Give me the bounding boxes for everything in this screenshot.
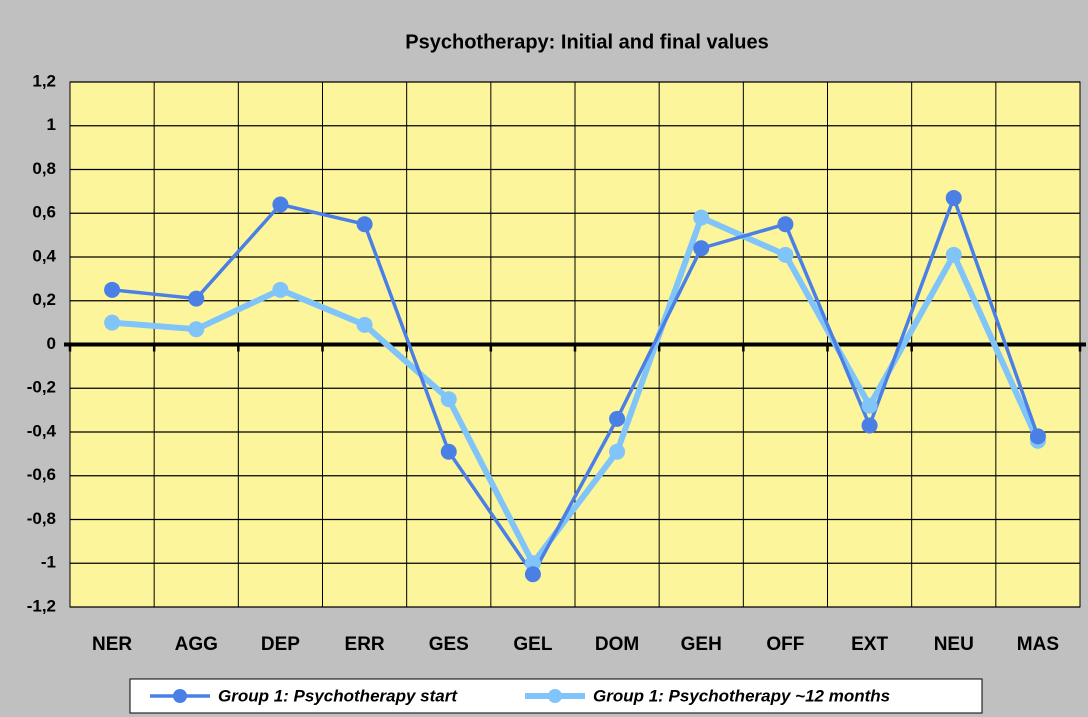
x-tick-label: AGG <box>175 634 218 655</box>
legend-marker <box>173 689 187 703</box>
y-tick-label: -0,2 <box>27 378 56 397</box>
x-tick-label: GES <box>429 634 469 655</box>
data-point <box>440 391 457 408</box>
x-tick-label: OFF <box>766 634 804 655</box>
x-tick-label: DEP <box>261 634 300 655</box>
data-point <box>945 189 962 206</box>
x-tick-label: MAS <box>1017 634 1059 655</box>
data-point <box>1029 428 1046 445</box>
data-point <box>861 417 878 434</box>
y-tick-label: 0,8 <box>32 159 56 178</box>
x-tick-label: GEL <box>513 634 552 655</box>
y-tick-label: -0,4 <box>27 421 57 440</box>
data-point <box>104 314 121 331</box>
data-point <box>609 410 626 427</box>
data-point <box>777 246 794 263</box>
legend-marker <box>548 689 562 703</box>
data-point <box>272 281 289 298</box>
x-tick-label: ERR <box>345 634 385 655</box>
x-tick-label: GEH <box>681 634 722 655</box>
data-point <box>777 216 794 233</box>
x-tick-label: NEU <box>934 634 974 655</box>
x-tick-label: DOM <box>595 634 639 655</box>
data-point <box>188 290 205 307</box>
data-point <box>104 281 121 298</box>
y-tick-label: -1,2 <box>27 596 56 615</box>
y-tick-label: -0,8 <box>27 509 56 528</box>
chart-title: Psychotherapy: Initial and final values <box>405 31 768 53</box>
y-tick-label: 1 <box>47 115 56 134</box>
y-tick-label: -0,6 <box>27 465 56 484</box>
data-point <box>188 321 205 338</box>
data-point <box>272 196 289 213</box>
data-point <box>524 555 541 572</box>
x-tick-label: NER <box>92 634 132 655</box>
data-point <box>356 316 373 333</box>
data-point <box>440 443 457 460</box>
x-tick-label: EXT <box>851 634 888 655</box>
series-line <box>111 196 1040 576</box>
data-point <box>356 216 373 233</box>
data-point <box>945 246 962 263</box>
data-point <box>693 240 710 257</box>
data-point <box>861 397 878 414</box>
y-tick-label: 0 <box>47 334 56 353</box>
y-tick-label: 0,2 <box>32 290 56 309</box>
legend-label: Group 1: Psychotherapy ~12 months <box>593 686 890 705</box>
data-point <box>609 443 626 460</box>
y-tick-label: 0,6 <box>32 203 56 222</box>
series-line <box>111 214 1041 567</box>
y-tick-label: 1,2 <box>32 71 56 90</box>
data-point <box>693 209 710 226</box>
legend-label: Group 1: Psychotherapy start <box>218 686 458 705</box>
y-tick-label: -1 <box>41 553 56 572</box>
data-point <box>524 566 541 583</box>
y-tick-label: 0,4 <box>32 246 56 265</box>
